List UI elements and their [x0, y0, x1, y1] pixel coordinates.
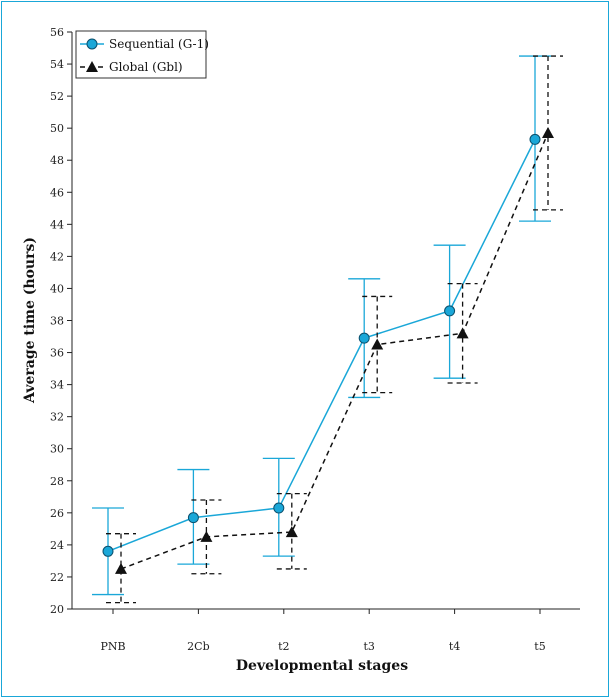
x-tick-label: t5	[534, 640, 545, 653]
y-tick-label: 28	[50, 475, 64, 488]
x-tick-label: t4	[449, 640, 460, 653]
x-tick-label: 2Cb	[187, 640, 209, 653]
x-tick-label: PNB	[100, 640, 125, 653]
legend-marker-triangle	[86, 61, 98, 72]
x-tick-label: t3	[363, 640, 374, 653]
y-tick-label: 32	[50, 411, 64, 424]
y-tick-label: 50	[50, 122, 64, 135]
y-tick-label: 56	[50, 26, 64, 39]
y-tick-label: 34	[50, 379, 64, 392]
data-point-circle	[273, 502, 285, 514]
y-tick-label: 26	[50, 507, 64, 520]
y-tick-label: 22	[50, 571, 64, 584]
x-axis-title: Developmental stages	[236, 658, 408, 674]
axes: 20 22 24 26 28 30 32 34 36 38 40 42 44 46 48 50 52 54 56 PN…	[50, 26, 580, 653]
y-axis-title: Average time (hours)	[22, 237, 38, 404]
data-point-circle	[444, 305, 456, 317]
data-point-triangle	[115, 562, 127, 574]
data-point-triangle	[285, 526, 298, 538]
data-point-circle	[529, 133, 541, 145]
x-tick-label: t2	[278, 640, 289, 653]
data-point-triangle	[371, 338, 384, 350]
data-point-triangle	[542, 126, 554, 138]
y-tick-label: 24	[50, 539, 64, 552]
data-point-circle	[358, 332, 370, 344]
data-point-circle	[187, 512, 199, 524]
data-point-triangle	[456, 327, 469, 339]
legend: Sequential (G-1) Global (Gbl)	[75, 30, 209, 79]
y-tick-label: 48	[50, 154, 64, 167]
y-tick-label: 44	[50, 218, 64, 231]
legend-label: Sequential (G-1)	[109, 37, 209, 51]
data-point-triangle	[200, 530, 213, 542]
series-sequential	[92, 55, 551, 596]
y-tick-label: 20	[50, 603, 64, 616]
y-tick-label: 42	[50, 250, 64, 263]
y-tick-label: 52	[50, 90, 64, 103]
y-tick-label: 30	[50, 443, 64, 456]
y-tick-label: 54	[50, 58, 64, 71]
series-line	[120, 132, 549, 570]
legend-marker-circle	[86, 38, 98, 50]
legend-label: Global (Gbl)	[109, 60, 183, 74]
legend-box	[75, 30, 207, 79]
series-line	[107, 139, 536, 552]
data-point-circle	[102, 545, 114, 557]
y-tick-label: 36	[50, 347, 64, 360]
series-global	[106, 55, 563, 604]
y-tick-label: 38	[50, 315, 64, 328]
series-layer	[92, 55, 563, 604]
y-tick-label: 40	[50, 282, 64, 295]
y-tick-label: 46	[50, 186, 64, 199]
